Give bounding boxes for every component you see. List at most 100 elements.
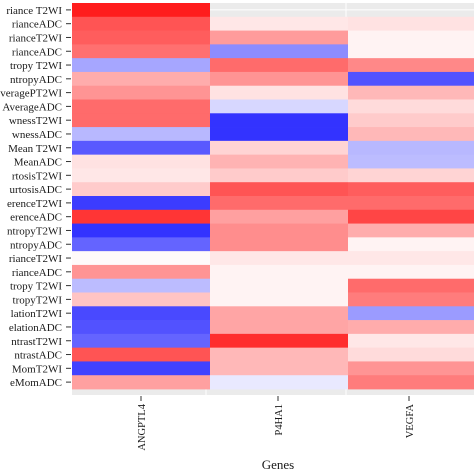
row-label: riance T2WI — [6, 5, 62, 17]
row-label: MeanADC — [14, 157, 62, 169]
row-label: urtosisADC — [9, 184, 62, 196]
row-label: rianceADC — [12, 19, 62, 31]
heatmap-cell — [72, 113, 210, 128]
row-label: ntrastT2WI — [11, 336, 62, 348]
column-label: ANGPTL4 — [137, 403, 148, 450]
heatmap-cell — [348, 278, 474, 293]
heatmap-cell — [348, 209, 474, 224]
heatmap-cell — [72, 154, 210, 169]
heatmap-cell — [72, 333, 210, 349]
heatmap-cell — [72, 264, 210, 280]
heatmap-cell — [348, 333, 474, 349]
heatmap-cell — [72, 140, 210, 156]
row-label: eMomADC — [10, 377, 62, 389]
heatmap-cell — [72, 127, 210, 142]
heatmap-cell — [72, 71, 210, 87]
row-label: wnessADC — [12, 129, 62, 141]
row-label: ntropyADC — [10, 239, 62, 251]
heatmap-cell — [348, 113, 474, 128]
heatmap-cell — [348, 223, 474, 238]
heatmap-cell — [72, 44, 210, 59]
row-label: veragePT2WI — [0, 88, 62, 100]
heatmap-cell — [72, 361, 210, 376]
heatmap-cell — [210, 237, 348, 252]
heatmap-cell — [348, 264, 474, 280]
heatmap-cell — [348, 168, 474, 183]
heatmap-cell — [72, 182, 210, 197]
heatmap-cell — [348, 127, 474, 142]
heatmap-cell — [72, 237, 210, 252]
heatmap-cell — [348, 361, 474, 376]
heatmap-cell — [72, 223, 210, 238]
heatmap-cell — [72, 58, 210, 73]
heatmap-cells — [72, 3, 474, 390]
column-label: VEGFA — [405, 404, 416, 439]
row-label: MomT2WI — [12, 363, 62, 375]
heatmap-cell — [210, 223, 348, 238]
row-label: rtosisT2WI — [12, 170, 62, 182]
heatmap-cell — [210, 113, 348, 128]
heatmap-cell — [72, 196, 210, 211]
heatmap-cell — [210, 44, 348, 59]
heatmap-cell — [348, 85, 474, 100]
heatmap-cell — [348, 306, 474, 321]
row-label: ntropyADC — [10, 74, 62, 86]
heatmap-cell — [210, 209, 348, 224]
heatmap-cell — [210, 196, 348, 211]
heatmap-cell — [348, 251, 474, 266]
heatmap-cell — [72, 30, 210, 45]
row-labels: riance T2WIrianceADCrianceT2WIrianceADCt… — [0, 5, 71, 389]
heatmap-cell — [72, 3, 210, 18]
heatmap-cell — [72, 292, 210, 307]
row-label: wnessT2WI — [9, 115, 62, 127]
row-label: elationADC — [9, 322, 62, 334]
heatmap-cell — [210, 99, 348, 114]
heatmap-cell — [348, 292, 474, 307]
heatmap-cell — [210, 127, 348, 142]
heatmap-cell — [72, 347, 210, 362]
heatmap-cell — [210, 154, 348, 169]
heatmap-cell — [72, 306, 210, 321]
row-label: Mean T2WI — [8, 143, 62, 155]
heatmap-cell — [210, 361, 348, 376]
heatmap-cell — [348, 44, 474, 59]
heatmap-cell — [348, 375, 474, 390]
heatmap-cell — [210, 182, 348, 197]
row-label: tropy T2WI — [10, 60, 62, 72]
heatmap-cell — [210, 320, 348, 335]
heatmap-cell — [348, 30, 474, 45]
heatmap-cell — [348, 347, 474, 362]
row-label: ntropyT2WI — [7, 225, 62, 237]
heatmap-cell — [210, 30, 348, 45]
heatmap-cell — [72, 99, 210, 114]
heatmap-cell — [210, 278, 348, 293]
heatmap-cell — [348, 58, 474, 73]
heatmap-cell — [348, 237, 474, 252]
row-label: erenceT2WI — [7, 198, 62, 210]
heatmap-cell — [348, 320, 474, 335]
heatmap-cell — [210, 375, 348, 390]
heatmap-cell — [72, 251, 210, 266]
heatmap-cell — [72, 375, 210, 390]
row-label: lationT2WI — [11, 308, 63, 320]
heatmap-cell — [210, 292, 348, 307]
heatmap-cell — [72, 278, 210, 293]
row-label: erenceADC — [10, 212, 62, 224]
heatmap-cell — [348, 196, 474, 211]
heatmap-cell — [72, 16, 210, 31]
x-axis-title: Genes — [262, 457, 295, 472]
row-label: ntrastADC — [14, 350, 62, 362]
heatmap-cell — [72, 209, 210, 224]
heatmap-cell — [348, 99, 474, 114]
heatmap-cell — [348, 182, 474, 197]
heatmap-cell — [348, 154, 474, 169]
row-label: rianceADC — [12, 46, 62, 58]
heatmap-cell — [210, 140, 348, 156]
heatmap-cell — [210, 333, 348, 349]
heatmap-cell — [72, 168, 210, 183]
heatmap-cell — [72, 85, 210, 100]
row-label: rianceT2WI — [9, 32, 62, 44]
heatmap-cell — [210, 347, 348, 362]
heatmap-cell — [348, 140, 474, 156]
